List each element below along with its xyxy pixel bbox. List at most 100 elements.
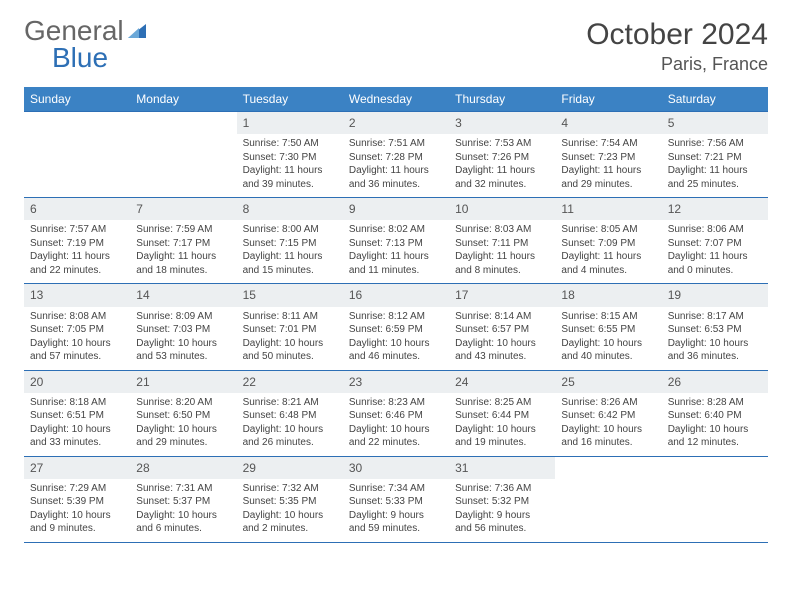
day-details: Sunrise: 7:36 AMSunset: 5:32 PMDaylight:…: [449, 479, 555, 542]
calendar-cell: 13Sunrise: 8:08 AMSunset: 7:05 PMDayligh…: [24, 284, 130, 370]
day-header: Saturday: [662, 87, 768, 112]
day-number: 13: [24, 284, 130, 306]
calendar-cell: [130, 112, 236, 198]
day-number: 23: [343, 371, 449, 393]
day-details: Sunrise: 8:18 AMSunset: 6:51 PMDaylight:…: [24, 393, 130, 456]
calendar-cell: 15Sunrise: 8:11 AMSunset: 7:01 PMDayligh…: [237, 284, 343, 370]
day-details: Sunrise: 8:09 AMSunset: 7:03 PMDaylight:…: [130, 307, 236, 370]
day-number: 20: [24, 371, 130, 393]
calendar-cell: 8Sunrise: 8:00 AMSunset: 7:15 PMDaylight…: [237, 198, 343, 284]
brand-logo: GeneralBlue: [24, 18, 148, 71]
day-number: 19: [662, 284, 768, 306]
calendar-row: 6Sunrise: 7:57 AMSunset: 7:19 PMDaylight…: [24, 198, 768, 284]
calendar-cell: 5Sunrise: 7:56 AMSunset: 7:21 PMDaylight…: [662, 112, 768, 198]
calendar-cell: 4Sunrise: 7:54 AMSunset: 7:23 PMDaylight…: [555, 112, 661, 198]
day-number: 4: [555, 112, 661, 134]
day-details: Sunrise: 7:32 AMSunset: 5:35 PMDaylight:…: [237, 479, 343, 542]
calendar-cell: [24, 112, 130, 198]
day-details: Sunrise: 8:08 AMSunset: 7:05 PMDaylight:…: [24, 307, 130, 370]
day-details: Sunrise: 8:17 AMSunset: 6:53 PMDaylight:…: [662, 307, 768, 370]
calendar-cell: 30Sunrise: 7:34 AMSunset: 5:33 PMDayligh…: [343, 456, 449, 542]
day-number: 27: [24, 457, 130, 479]
calendar-cell: 22Sunrise: 8:21 AMSunset: 6:48 PMDayligh…: [237, 370, 343, 456]
calendar-cell: 9Sunrise: 8:02 AMSunset: 7:13 PMDaylight…: [343, 198, 449, 284]
calendar-cell: 6Sunrise: 7:57 AMSunset: 7:19 PMDaylight…: [24, 198, 130, 284]
day-details: Sunrise: 8:11 AMSunset: 7:01 PMDaylight:…: [237, 307, 343, 370]
day-details: Sunrise: 8:23 AMSunset: 6:46 PMDaylight:…: [343, 393, 449, 456]
calendar-body: 1Sunrise: 7:50 AMSunset: 7:30 PMDaylight…: [24, 112, 768, 543]
day-number: 7: [130, 198, 236, 220]
calendar-cell: 16Sunrise: 8:12 AMSunset: 6:59 PMDayligh…: [343, 284, 449, 370]
calendar-row: 13Sunrise: 8:08 AMSunset: 7:05 PMDayligh…: [24, 284, 768, 370]
day-number: 16: [343, 284, 449, 306]
day-number: 9: [343, 198, 449, 220]
page-title: October 2024: [586, 18, 768, 52]
calendar-page: GeneralBlue October 2024 Paris, France S…: [0, 0, 792, 561]
calendar-cell: 18Sunrise: 8:15 AMSunset: 6:55 PMDayligh…: [555, 284, 661, 370]
day-number: 12: [662, 198, 768, 220]
calendar-cell: 25Sunrise: 8:26 AMSunset: 6:42 PMDayligh…: [555, 370, 661, 456]
calendar-cell: 26Sunrise: 8:28 AMSunset: 6:40 PMDayligh…: [662, 370, 768, 456]
calendar-cell: 28Sunrise: 7:31 AMSunset: 5:37 PMDayligh…: [130, 456, 236, 542]
calendar-cell: 23Sunrise: 8:23 AMSunset: 6:46 PMDayligh…: [343, 370, 449, 456]
day-details: Sunrise: 7:53 AMSunset: 7:26 PMDaylight:…: [449, 134, 555, 197]
calendar-cell: 21Sunrise: 8:20 AMSunset: 6:50 PMDayligh…: [130, 370, 236, 456]
day-number: 6: [24, 198, 130, 220]
day-number: 3: [449, 112, 555, 134]
day-details: Sunrise: 8:15 AMSunset: 6:55 PMDaylight:…: [555, 307, 661, 370]
calendar-cell: 2Sunrise: 7:51 AMSunset: 7:28 PMDaylight…: [343, 112, 449, 198]
day-number: 11: [555, 198, 661, 220]
day-header: Friday: [555, 87, 661, 112]
calendar-cell: 1Sunrise: 7:50 AMSunset: 7:30 PMDaylight…: [237, 112, 343, 198]
day-details: Sunrise: 8:25 AMSunset: 6:44 PMDaylight:…: [449, 393, 555, 456]
day-number: 17: [449, 284, 555, 306]
header: GeneralBlue October 2024 Paris, France: [24, 18, 768, 75]
day-header: Monday: [130, 87, 236, 112]
day-number: 22: [237, 371, 343, 393]
day-details: Sunrise: 7:57 AMSunset: 7:19 PMDaylight:…: [24, 220, 130, 283]
day-details: Sunrise: 8:26 AMSunset: 6:42 PMDaylight:…: [555, 393, 661, 456]
day-number: 15: [237, 284, 343, 306]
calendar-cell: 11Sunrise: 8:05 AMSunset: 7:09 PMDayligh…: [555, 198, 661, 284]
day-details: Sunrise: 7:50 AMSunset: 7:30 PMDaylight:…: [237, 134, 343, 197]
day-header-row: Sunday Monday Tuesday Wednesday Thursday…: [24, 87, 768, 112]
calendar-cell: 17Sunrise: 8:14 AMSunset: 6:57 PMDayligh…: [449, 284, 555, 370]
day-details: Sunrise: 7:29 AMSunset: 5:39 PMDaylight:…: [24, 479, 130, 542]
calendar-cell: [662, 456, 768, 542]
day-number: 1: [237, 112, 343, 134]
calendar-row: 20Sunrise: 8:18 AMSunset: 6:51 PMDayligh…: [24, 370, 768, 456]
calendar-cell: 29Sunrise: 7:32 AMSunset: 5:35 PMDayligh…: [237, 456, 343, 542]
day-details: Sunrise: 7:51 AMSunset: 7:28 PMDaylight:…: [343, 134, 449, 197]
day-number: 31: [449, 457, 555, 479]
day-details: Sunrise: 8:05 AMSunset: 7:09 PMDaylight:…: [555, 220, 661, 283]
day-details: Sunrise: 8:28 AMSunset: 6:40 PMDaylight:…: [662, 393, 768, 456]
day-details: Sunrise: 8:14 AMSunset: 6:57 PMDaylight:…: [449, 307, 555, 370]
calendar-cell: 19Sunrise: 8:17 AMSunset: 6:53 PMDayligh…: [662, 284, 768, 370]
day-number: 24: [449, 371, 555, 393]
day-header: Wednesday: [343, 87, 449, 112]
day-details: Sunrise: 8:21 AMSunset: 6:48 PMDaylight:…: [237, 393, 343, 456]
calendar-cell: 3Sunrise: 7:53 AMSunset: 7:26 PMDaylight…: [449, 112, 555, 198]
day-number: 18: [555, 284, 661, 306]
day-number: 30: [343, 457, 449, 479]
day-details: Sunrise: 8:02 AMSunset: 7:13 PMDaylight:…: [343, 220, 449, 283]
day-number: 25: [555, 371, 661, 393]
calendar-cell: 24Sunrise: 8:25 AMSunset: 6:44 PMDayligh…: [449, 370, 555, 456]
calendar-row: 1Sunrise: 7:50 AMSunset: 7:30 PMDaylight…: [24, 112, 768, 198]
day-details: Sunrise: 7:59 AMSunset: 7:17 PMDaylight:…: [130, 220, 236, 283]
calendar-table: Sunday Monday Tuesday Wednesday Thursday…: [24, 87, 768, 543]
day-details: Sunrise: 8:06 AMSunset: 7:07 PMDaylight:…: [662, 220, 768, 283]
calendar-cell: 31Sunrise: 7:36 AMSunset: 5:32 PMDayligh…: [449, 456, 555, 542]
calendar-cell: 12Sunrise: 8:06 AMSunset: 7:07 PMDayligh…: [662, 198, 768, 284]
calendar-cell: 14Sunrise: 8:09 AMSunset: 7:03 PMDayligh…: [130, 284, 236, 370]
day-details: Sunrise: 7:34 AMSunset: 5:33 PMDaylight:…: [343, 479, 449, 542]
day-number: 10: [449, 198, 555, 220]
day-details: Sunrise: 8:03 AMSunset: 7:11 PMDaylight:…: [449, 220, 555, 283]
day-header: Sunday: [24, 87, 130, 112]
day-details: Sunrise: 7:56 AMSunset: 7:21 PMDaylight:…: [662, 134, 768, 197]
calendar-cell: 27Sunrise: 7:29 AMSunset: 5:39 PMDayligh…: [24, 456, 130, 542]
day-details: Sunrise: 8:20 AMSunset: 6:50 PMDaylight:…: [130, 393, 236, 456]
calendar-cell: 7Sunrise: 7:59 AMSunset: 7:17 PMDaylight…: [130, 198, 236, 284]
day-details: Sunrise: 8:00 AMSunset: 7:15 PMDaylight:…: [237, 220, 343, 283]
day-number: 26: [662, 371, 768, 393]
